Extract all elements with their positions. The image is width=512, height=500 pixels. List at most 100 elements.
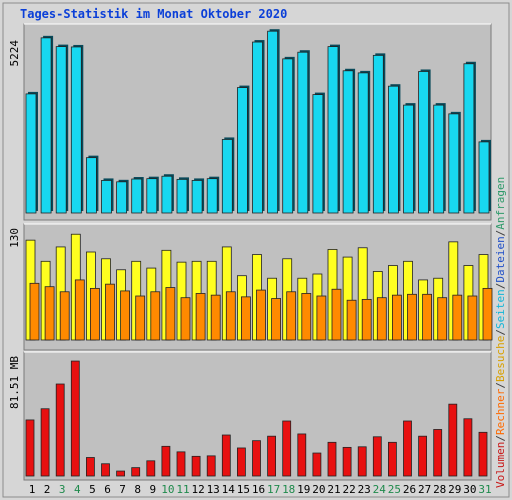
volumen-bar-21	[327, 441, 337, 477]
rechner-bar-2	[44, 286, 55, 341]
anfragen-bar-18	[282, 58, 294, 214]
anfragen-bar-5	[86, 157, 97, 214]
x-tick-label-8: 8	[134, 483, 141, 496]
rechner-bar-6	[105, 283, 115, 341]
volumen-bar-22	[342, 446, 352, 477]
anfragen-bar-25	[387, 85, 399, 214]
page-title: Tages-Statistik im Monat Oktober 2020	[20, 7, 288, 21]
rechner-bar-18	[286, 291, 297, 341]
x-tick-label-21: 21	[327, 483, 340, 496]
anfragen-bar-26	[403, 104, 414, 214]
x-tick-label-18: 18	[282, 483, 295, 496]
anfragen-bar-9	[146, 178, 158, 214]
rechner-bar-31	[482, 287, 493, 341]
x-tick-label-26: 26	[403, 483, 416, 496]
panel-3-ylabel: 81.51 MB	[8, 356, 21, 409]
volumen-bar-2	[40, 408, 50, 477]
anfragen-bar-19	[297, 51, 309, 214]
rechner-bar-1	[29, 282, 40, 341]
x-tick-label-28: 28	[433, 483, 446, 496]
legend-rechner: Rechner	[494, 388, 507, 435]
x-tick-label-12: 12	[191, 483, 204, 496]
volumen-bar-7	[116, 470, 125, 477]
rechner-bar-25	[391, 294, 402, 341]
volumen-bar-16	[252, 440, 261, 477]
rechner-bar-16	[256, 289, 266, 341]
anfragen-bar-28	[433, 104, 445, 214]
rechner-bar-26	[407, 293, 417, 341]
x-tick-label-16: 16	[252, 483, 265, 496]
rechner-bar-5	[90, 287, 100, 341]
rechner-bar-20	[316, 295, 327, 341]
x-tick-label-13: 13	[207, 483, 220, 496]
x-tick-label-9: 9	[149, 483, 156, 496]
anfragen-bar-12	[191, 180, 203, 214]
anfragen-bar-21	[327, 46, 339, 214]
volumen-bar-3	[55, 383, 65, 477]
rechner-bar-7	[120, 290, 130, 341]
x-tick-label-20: 20	[312, 483, 325, 496]
anfragen-bar-4	[70, 46, 82, 214]
legend-separator-3: /	[494, 329, 507, 336]
anfragen-bar-13	[206, 178, 218, 214]
rechner-bar-28	[437, 297, 448, 341]
rechner-bar-15	[240, 296, 251, 341]
volumen-bar-6	[101, 463, 110, 477]
legend-separator-4: /	[494, 283, 507, 290]
volumen-bar-14	[221, 434, 231, 477]
volumen-bar-31	[478, 431, 488, 477]
x-tick-label-27: 27	[418, 483, 431, 496]
x-tick-label-5: 5	[89, 483, 96, 496]
x-tick-label-25: 25	[388, 483, 401, 496]
volumen-bar-30	[463, 418, 473, 477]
anfragen-bar-1	[25, 93, 37, 214]
anfragen-bar-11	[176, 178, 188, 214]
legend-volumen: Volumen	[494, 442, 507, 488]
x-tick-label-7: 7	[119, 483, 126, 496]
x-tick-label-29: 29	[448, 483, 461, 496]
legend-seiten: Seiten	[494, 289, 507, 329]
legend-separator-5: /	[494, 230, 507, 237]
anfragen-bar-3	[55, 46, 67, 214]
volumen-bar-26	[403, 420, 412, 477]
x-tick-label-11: 11	[176, 483, 189, 496]
x-tick-label-15: 15	[237, 483, 250, 496]
anfragen-bar-8	[131, 178, 143, 214]
x-tick-label-24: 24	[373, 483, 387, 496]
x-tick-label-6: 6	[104, 483, 111, 496]
right-legend: Volumen/Rechner/Besuche/Seiten/Dateien/A…	[494, 177, 507, 488]
anfragen-bar-6	[101, 180, 112, 214]
anfragen-bar-24	[372, 54, 384, 214]
rechner-bar-22	[346, 299, 357, 341]
rechner-bar-21	[331, 288, 342, 341]
rechner-bar-3	[59, 291, 70, 341]
volumen-bar-17	[267, 435, 277, 477]
rechner-bar-24	[376, 297, 387, 341]
x-tick-label-23: 23	[358, 483, 371, 496]
anfragen-bar-7	[116, 181, 127, 214]
volumen-bar-13	[206, 455, 216, 477]
anfragen-bar-29	[448, 113, 460, 214]
rechner-bar-29	[452, 294, 463, 341]
volumen-bar-29	[448, 403, 458, 477]
volumen-bar-9	[146, 460, 156, 477]
rechner-bar-11	[180, 297, 191, 341]
legend-separator-2: /	[494, 382, 507, 389]
anfragen-bar-2	[40, 37, 52, 214]
volumen-bar-19	[297, 433, 307, 477]
volumen-bar-25	[387, 441, 397, 477]
rechner-bar-4	[74, 279, 85, 341]
legend-besuche: Besuche	[494, 336, 507, 382]
volumen-bar-1	[25, 419, 35, 477]
volumen-bar-8	[131, 467, 141, 477]
rechner-bar-12	[195, 293, 206, 341]
anfragen-bar-23	[357, 72, 369, 214]
volumen-bar-5	[86, 457, 95, 477]
volumen-bar-28	[433, 429, 443, 477]
x-tick-label-31: 31	[478, 483, 491, 496]
volumen-bar-27	[418, 435, 428, 477]
volumen-bar-10	[161, 445, 171, 477]
volumen-bar-24	[372, 436, 382, 477]
x-tick-label-14: 14	[222, 483, 236, 496]
